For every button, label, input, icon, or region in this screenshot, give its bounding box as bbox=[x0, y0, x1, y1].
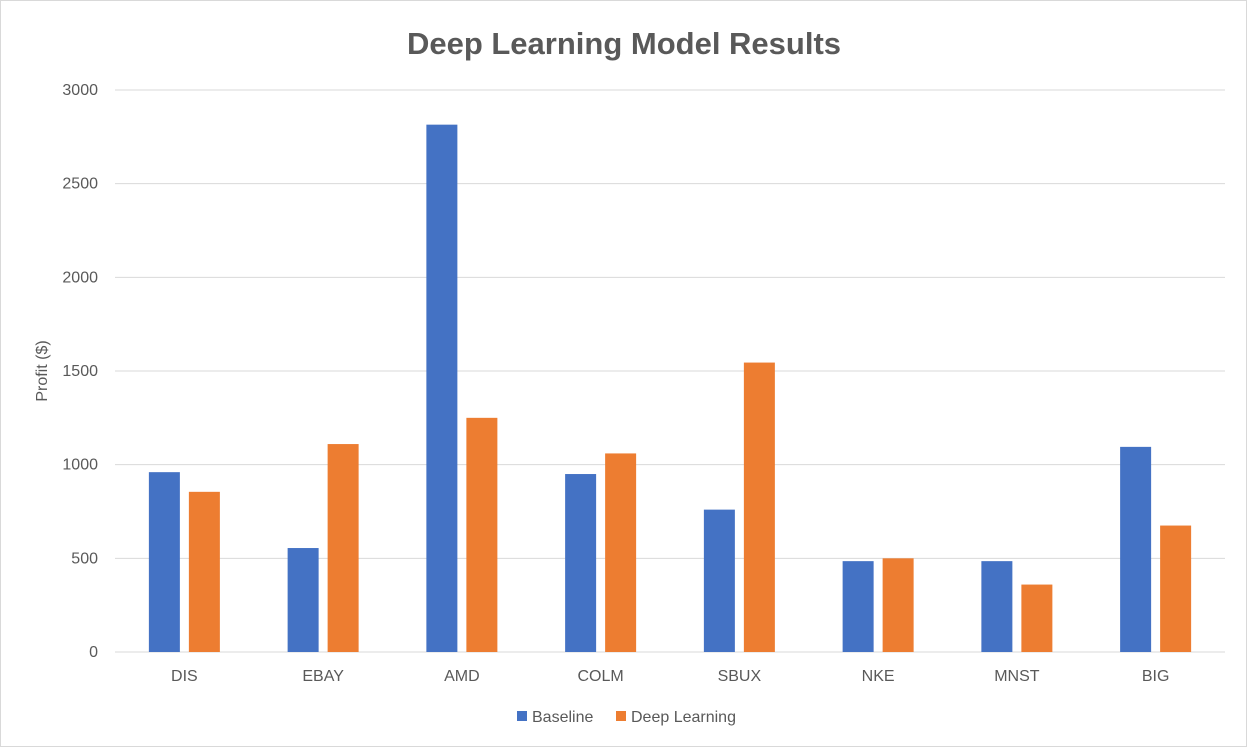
bar-baseline-ebay bbox=[287, 548, 319, 652]
bar-baseline-mnst bbox=[981, 561, 1013, 652]
bar-deep-learning-big bbox=[1160, 525, 1192, 652]
x-tick-label: MNST bbox=[994, 668, 1040, 685]
bar-baseline-sbux bbox=[703, 509, 735, 652]
y-axis-ticks: 0 500 1000 1500 2000 2500 3000 bbox=[62, 82, 98, 661]
bar-deep-learning-sbux bbox=[743, 362, 775, 652]
bar-baseline-dis bbox=[148, 472, 180, 652]
legend-swatch bbox=[517, 711, 527, 721]
legend: Baseline Deep Learning bbox=[517, 709, 736, 726]
legend-item-deep-learning: Deep Learning bbox=[616, 709, 736, 726]
bar-baseline-amd bbox=[426, 124, 458, 652]
legend-label: Deep Learning bbox=[631, 709, 736, 726]
x-tick-label: COLM bbox=[578, 668, 624, 685]
x-tick-label: NKE bbox=[862, 668, 895, 685]
legend-swatch bbox=[616, 711, 626, 721]
y-tick-label: 2000 bbox=[62, 269, 98, 286]
bar-deep-learning-mnst bbox=[1021, 584, 1053, 652]
bar-baseline-colm bbox=[565, 474, 597, 652]
gridlines bbox=[115, 89, 1225, 653]
y-tick-label: 0 bbox=[89, 644, 98, 661]
y-tick-label: 1000 bbox=[62, 457, 98, 474]
x-tick-label: AMD bbox=[444, 668, 480, 685]
bar-deep-learning-nke bbox=[882, 558, 914, 652]
y-axis-title: Profit ($) bbox=[34, 340, 51, 401]
y-tick-label: 3000 bbox=[62, 82, 98, 99]
bar-deep-learning-ebay bbox=[327, 444, 359, 652]
x-tick-label: DIS bbox=[171, 668, 198, 685]
y-tick-label: 500 bbox=[71, 550, 98, 567]
legend-item-baseline: Baseline bbox=[517, 709, 593, 726]
x-tick-label: BIG bbox=[1142, 668, 1170, 685]
bar-deep-learning-colm bbox=[605, 453, 637, 652]
x-tick-label: SBUX bbox=[718, 668, 762, 685]
y-tick-label: 1500 bbox=[62, 363, 98, 380]
x-tick-label: EBAY bbox=[302, 668, 344, 685]
bars bbox=[148, 124, 1192, 652]
x-axis-ticks: DIS EBAY AMD COLM SBUX NKE MNST BIG bbox=[171, 668, 1169, 685]
legend-label: Baseline bbox=[532, 709, 593, 726]
chart-title: Deep Learning Model Results bbox=[407, 26, 841, 61]
bar-baseline-nke bbox=[842, 561, 874, 652]
bar-baseline-big bbox=[1120, 446, 1152, 652]
bar-deep-learning-amd bbox=[466, 417, 498, 652]
y-tick-label: 2500 bbox=[62, 176, 98, 193]
bar-deep-learning-dis bbox=[188, 491, 220, 652]
